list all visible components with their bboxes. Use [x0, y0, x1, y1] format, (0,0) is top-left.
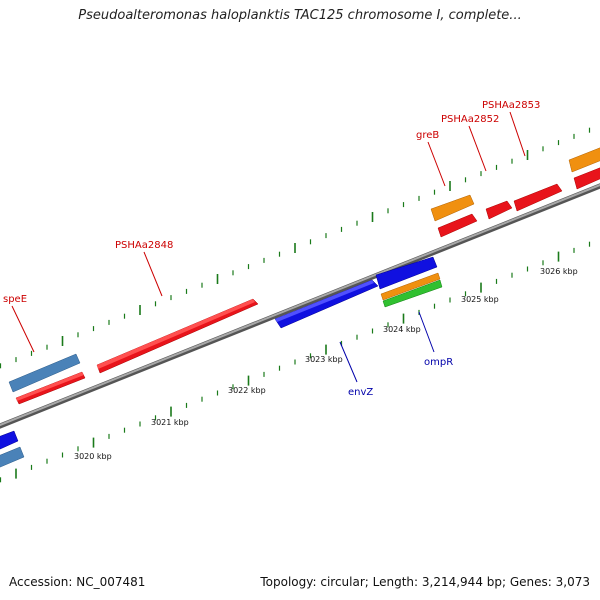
- gene-PSHAa2853[interactable]: [513, 183, 563, 212]
- scale-label-3020: 3020 kbp: [74, 452, 112, 461]
- scale-label-3025: 3025 kbp: [461, 295, 499, 304]
- chromosome-title: Pseudoalteromonas haloplanktis TAC125 ch…: [78, 8, 522, 23]
- gene-ompR-orange[interactable]: [380, 272, 441, 301]
- callout-PSHAa2853: [509, 111, 526, 157]
- scale-label-3022: 3022 kbp: [228, 386, 266, 395]
- scale-label-3023: 3023 kbp: [305, 355, 343, 364]
- label-greB: greB: [416, 130, 439, 141]
- gene-speE-upstream[interactable]: [8, 353, 81, 393]
- accession-text: Accession: NC_007481: [9, 575, 146, 589]
- gene-PSHAa2852[interactable]: [485, 200, 513, 220]
- label-ompR: ompR: [424, 357, 453, 368]
- callout-ompR: [418, 311, 435, 353]
- gene-right-orange[interactable]: [568, 147, 600, 173]
- gene-right-edge[interactable]: [573, 167, 600, 190]
- gene-greB[interactable]: [437, 213, 478, 238]
- label-PSHAa2848: PSHAa2848: [115, 240, 173, 251]
- callout-PSHAa2852: [468, 125, 487, 172]
- scale-label-3021: 3021 kbp: [151, 418, 189, 427]
- gene-left-edge-reverse[interactable]: [0, 430, 19, 450]
- label-PSHAa2853: PSHAa2853: [482, 100, 540, 111]
- gene-envZ[interactable]: [274, 279, 379, 329]
- gene-speE-top: [16, 372, 84, 401]
- scale-label-3024: 3024 kbp: [383, 325, 421, 334]
- genome-backbone-highlight: [0, 183, 600, 427]
- gene-greB-orange[interactable]: [430, 194, 475, 222]
- topology-summary: Topology: circular; Length: 3,214,944 bp…: [260, 575, 590, 589]
- tick-marks: [0, 127, 591, 483]
- gene-left-edge-blue[interactable]: [0, 446, 25, 468]
- gene-envZ-top: [275, 280, 374, 322]
- callout-PSHAa2848: [143, 251, 163, 297]
- scale-label-3026: 3026 kbp: [540, 267, 578, 276]
- label-envZ: envZ: [348, 387, 373, 398]
- label-PSHAa2852: PSHAa2852: [441, 114, 499, 125]
- gene-ompR-blue[interactable]: [375, 256, 438, 290]
- label-speE: speE: [3, 294, 27, 305]
- callout-greB: [427, 141, 446, 187]
- callout-speE: [11, 305, 35, 353]
- gene-ompR-green[interactable]: [382, 279, 443, 308]
- callout-envZ: [339, 341, 358, 383]
- gene-PSHAa2848-top: [97, 299, 255, 369]
